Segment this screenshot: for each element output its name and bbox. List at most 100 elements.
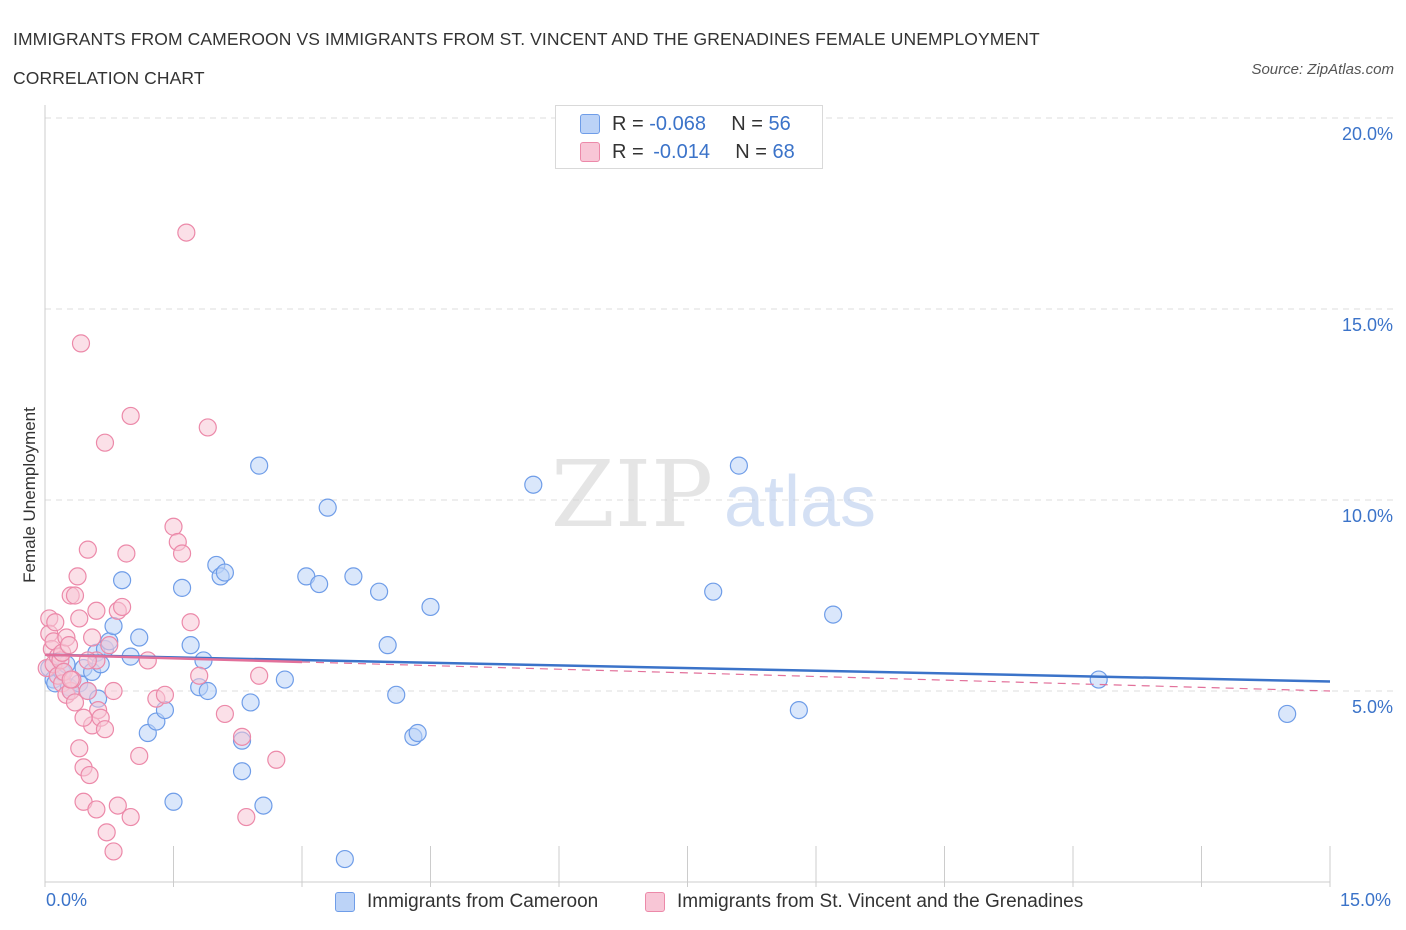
pink-n-value: 68 — [772, 140, 795, 163]
point-st-vincent — [181, 613, 200, 632]
point-cameroon — [524, 475, 543, 494]
point-st-vincent — [65, 693, 85, 712]
point-cameroon — [344, 567, 363, 586]
trend-lines — [44, 653, 1331, 692]
point-cameroon — [112, 571, 132, 590]
y-tick-label: 15.0% — [1342, 315, 1393, 335]
y-tick-label: 10.0% — [1342, 506, 1393, 526]
pink-r-value: -0.014 — [653, 140, 710, 163]
y-tick-label: 5.0% — [1352, 697, 1393, 717]
point-st-vincent — [70, 739, 89, 758]
point-st-vincent — [155, 685, 175, 704]
point-cameroon — [215, 563, 234, 582]
point-cameroon — [318, 498, 337, 517]
point-st-vincent — [95, 720, 115, 739]
blue-r-value: -0.068 — [649, 112, 706, 135]
point-st-vincent — [112, 597, 132, 617]
point-st-vincent — [237, 807, 256, 827]
x-tick-label-max: 15.0% — [1340, 890, 1392, 910]
legend-item-cameroon[interactable]: Immigrants from Cameroon — [335, 888, 598, 916]
point-st-vincent — [87, 800, 106, 819]
point-st-vincent — [74, 708, 93, 727]
point-st-vincent — [215, 704, 234, 724]
point-st-vincent — [250, 666, 269, 685]
point-cameroon — [421, 597, 440, 617]
point-st-vincent — [108, 796, 127, 815]
point-st-vincent — [97, 823, 116, 842]
point-cameroon — [408, 723, 427, 743]
point-cameroon — [254, 796, 273, 815]
point-st-vincent — [232, 727, 252, 746]
n-label: N = — [731, 112, 763, 135]
point-st-vincent — [68, 567, 87, 586]
point-st-vincent — [121, 406, 140, 426]
point-st-vincent — [164, 517, 183, 536]
y-tick-label: 20.0% — [1342, 124, 1393, 144]
point-cameroon — [104, 616, 123, 636]
point-cameroon — [729, 456, 749, 475]
trend-line-st-vincent — [44, 653, 303, 664]
legend-swatch-blue — [335, 892, 355, 912]
point-cameroon — [310, 574, 329, 594]
chart-title: IMMIGRANTS FROM CAMEROON VS IMMIGRANTS F… — [13, 29, 1040, 88]
point-st-vincent — [100, 636, 119, 655]
point-st-vincent — [83, 628, 102, 647]
point-st-vincent — [190, 666, 209, 685]
point-st-vincent — [95, 433, 115, 452]
point-st-vincent — [59, 636, 79, 655]
point-cameroon — [1278, 704, 1297, 724]
point-st-vincent — [104, 842, 123, 861]
point-cameroon — [198, 681, 217, 701]
point-cameroon — [370, 582, 389, 601]
point-st-vincent — [46, 613, 65, 632]
point-st-vincent — [172, 544, 192, 563]
point-st-vincent — [177, 223, 196, 242]
point-st-vincent — [104, 681, 123, 701]
watermark: ZIP atlas — [551, 441, 876, 548]
trend-line-st-vincent-dashed — [301, 661, 1331, 692]
n-label: N = — [735, 140, 767, 163]
pink-swatch — [580, 142, 600, 162]
point-st-vincent — [80, 765, 99, 785]
watermark-zip: ZIP — [551, 441, 713, 548]
r-label: R = — [612, 112, 644, 135]
point-st-vincent — [121, 807, 140, 827]
legend-label-cameroon: Immigrants from Cameroon — [367, 891, 599, 912]
legend-item-st-vincent[interactable]: Immigrants from St. Vincent and the Gren… — [645, 888, 1083, 916]
point-cameroon — [241, 693, 260, 712]
point-cameroon — [172, 578, 192, 597]
point-st-vincent — [87, 601, 106, 620]
point-cameroon — [704, 582, 723, 601]
trend-line-cameroon — [44, 653, 1331, 683]
source-label: Source: ZipAtlas.com — [1251, 61, 1394, 78]
point-cameroon — [232, 762, 252, 781]
point-st-vincent — [267, 750, 286, 769]
x-tick-label-min: 0.0% — [46, 890, 88, 910]
stats-row-pink: R = -0.014 N = 68 — [580, 139, 795, 165]
axes — [44, 105, 1331, 887]
point-cameroon — [130, 628, 149, 647]
legend-swatch-pink — [645, 892, 665, 912]
point-st-vincent — [71, 334, 91, 353]
point-cameroon — [335, 849, 354, 869]
stats-box: R = -0.068 N = 56 R = -0.014 N = 68 — [555, 105, 823, 169]
legend: Immigrants from Cameroon Immigrants from… — [0, 888, 1406, 916]
point-cameroon — [789, 700, 808, 720]
point-cameroon — [250, 456, 269, 475]
point-st-vincent — [138, 651, 157, 670]
point-st-vincent — [78, 540, 97, 559]
point-st-vincent — [65, 586, 85, 605]
watermark-atlas: atlas — [724, 462, 876, 542]
point-cameroon — [275, 670, 294, 689]
r-label: R = — [612, 140, 644, 163]
point-cameroon — [1089, 670, 1108, 689]
blue-n-value: 56 — [768, 112, 791, 135]
y-tick-labels: 5.0% 10.0% 15.0% 20.0% — [1342, 124, 1393, 717]
point-cameroon — [378, 636, 397, 655]
point-cameroon — [181, 636, 200, 655]
legend-label-st-vincent: Immigrants from St. Vincent and the Gren… — [677, 891, 1084, 912]
blue-swatch — [580, 114, 600, 134]
point-cameroon — [387, 685, 406, 704]
point-st-vincent — [78, 681, 97, 701]
